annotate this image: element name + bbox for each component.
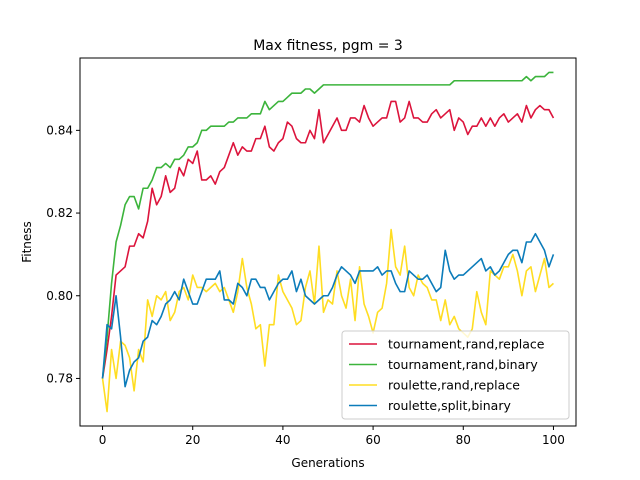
series-line-2 [101,71,554,379]
legend-box [341,330,570,420]
legend-label: tournament,rand,binary [388,357,538,372]
x-axis-label: Generations [291,456,364,470]
y-tick-label: 0.80 [46,289,73,303]
y-axis-ticks: 0.78 0.80 0.82 0.84 [46,123,80,385]
legend-label: tournament,rand,replace [388,337,545,352]
series-line-1 [101,100,555,379]
x-axis-ticks: 0 20 40 60 80 100 [99,426,565,447]
x-tick-label: 40 [275,433,290,447]
x-tick-label: 20 [185,433,200,447]
legend-label: roulette,split,binary [388,398,511,413]
series-layer [101,71,555,413]
chart-title: Max fitness, pgm = 3 [253,38,403,54]
series-line-4 [101,232,555,388]
y-axis-label: Fitness [20,221,34,263]
legend: tournament,rand,replace tournament,rand,b… [341,330,570,420]
y-tick-label: 0.82 [46,206,73,220]
y-tick-label: 0.78 [46,371,73,385]
x-tick-label: 100 [542,433,565,447]
x-tick-label: 0 [99,433,107,447]
y-tick-label: 0.84 [46,123,73,137]
plot-frame [79,57,577,427]
x-tick-label: 80 [456,433,471,447]
x-tick-label: 60 [365,433,380,447]
legend-label: roulette,rand,replace [388,378,520,393]
